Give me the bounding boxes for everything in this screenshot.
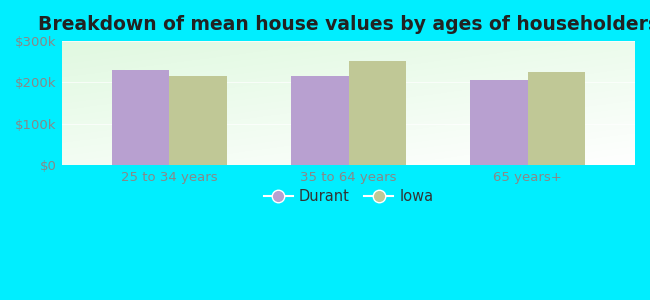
Title: Breakdown of mean house values by ages of householders: Breakdown of mean house values by ages o… [38,15,650,34]
Bar [471,80,528,165]
Bar [291,76,348,165]
Bar [348,61,406,165]
Bar [112,70,170,165]
Legend: Durant, Iowa: Durant, Iowa [258,184,439,210]
Bar [170,76,227,165]
Bar [528,72,585,165]
